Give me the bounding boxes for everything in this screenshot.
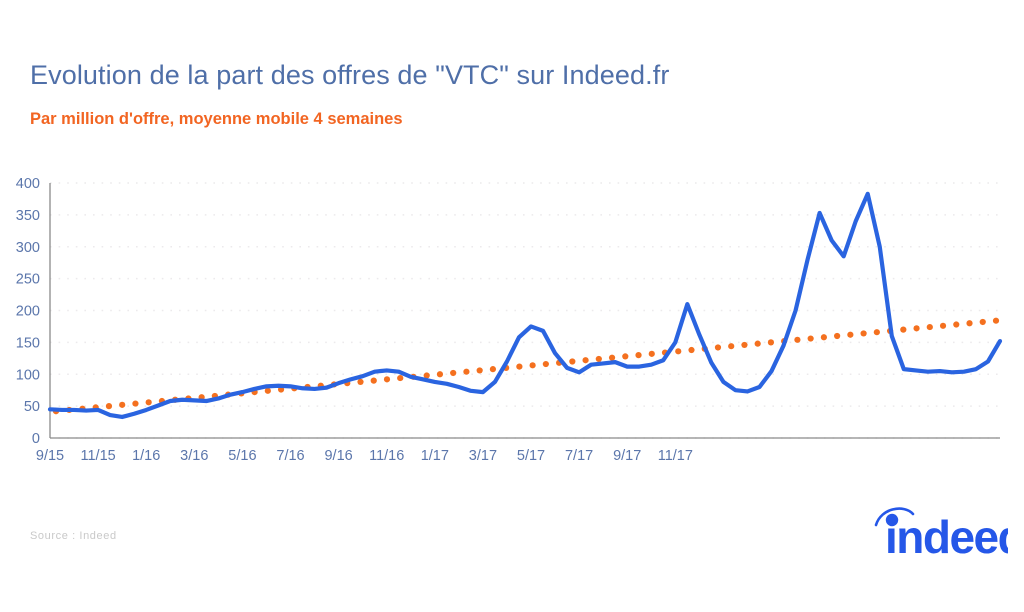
y-axis-tick-label: 50: [24, 399, 40, 415]
chart-subtitle: Par million d'offre, moyenne mobile 4 se…: [30, 110, 403, 128]
x-axis-tick-label: 9/15: [36, 448, 64, 464]
trendline-dot: [807, 335, 814, 342]
trendline-dot: [979, 318, 986, 326]
trendline-dot: [489, 366, 497, 373]
trendline-dot: [397, 374, 404, 382]
chart-axes: [49, 183, 1000, 439]
line-chart-svg: 0 50 100 150 200 250 300 350 400 9/15 11/15 1/16 3/…: [16, 176, 1003, 464]
x-axis-tick-label: 11/15: [80, 448, 115, 464]
trendline-dot: [463, 368, 470, 375]
trendline-dot: [767, 339, 775, 346]
x-axis-tick-label: 1/16: [132, 448, 160, 464]
y-axis-tick-label: 350: [16, 208, 40, 224]
y-axis-tick-label: 400: [16, 176, 40, 192]
x-axis-tick-label: 11/16: [369, 448, 404, 464]
y-axis-tick-label: 0: [32, 431, 40, 447]
x-axis-tick-label: 5/16: [228, 448, 256, 464]
trendline-dot: [714, 344, 722, 351]
vtc-share-line-series: [47, 191, 1003, 420]
chart-x-axis-labels: 9/15 11/15 1/16 3/16 5/16 7/16 9/16 11/16 1/17 3/…: [36, 448, 693, 464]
chart-y-axis-labels: 0 50 100 150 200 250 300 350 400: [16, 176, 40, 447]
trendline-dot: [145, 399, 152, 406]
x-axis-tick-label: 7/16: [276, 448, 304, 464]
indeed-logo: indeed: [874, 507, 1008, 555]
x-axis-tick-label: 11/17: [658, 448, 693, 464]
trendline-dot: [966, 320, 973, 327]
trendline-dot: [569, 358, 576, 365]
trendline-dot: [635, 352, 642, 359]
trendline-dot: [741, 341, 748, 349]
y-axis-tick-label: 250: [16, 272, 40, 288]
trendline-dot: [953, 321, 960, 328]
trendline-dot: [992, 317, 1000, 324]
trendline-dot: [754, 340, 761, 347]
trendline-dot: [913, 325, 920, 332]
trendline-dot: [860, 330, 867, 337]
trendline-dot: [847, 331, 854, 338]
trendline-dot: [648, 350, 655, 357]
trendline-dot: [728, 343, 735, 350]
x-axis-tick-label: 3/17: [469, 448, 497, 464]
x-axis-tick-label: 7/17: [565, 448, 593, 464]
trendline-dot: [794, 336, 801, 343]
trendline-dot: [119, 401, 126, 408]
trendline-dot: [688, 346, 695, 354]
x-axis-tick-label: 3/16: [180, 448, 208, 464]
trendline-dot: [105, 403, 113, 410]
trendline-dot: [264, 387, 271, 394]
trendline-dot: [542, 360, 549, 368]
trendline-dot: [436, 371, 444, 378]
trendline-dot: [873, 329, 880, 336]
trendline-dot: [476, 367, 483, 374]
y-axis-tick-label: 150: [16, 335, 40, 351]
chart-plot-area: 0 50 100 150 200 250 300 350 400 9/15 11/15 1/16 3/…: [0, 165, 1024, 465]
x-axis-tick-label: 5/17: [517, 448, 545, 464]
trendline-dot: [622, 353, 629, 360]
svg-text:indeed: indeed: [885, 511, 1008, 555]
trendline-dot: [900, 326, 907, 333]
y-axis-tick-label: 200: [16, 304, 40, 320]
trendline-dot: [675, 348, 682, 355]
trendline-dot: [939, 322, 947, 329]
trendline-dot: [132, 400, 139, 407]
trendline-dot: [820, 334, 827, 341]
source-note: Source : Indeed: [30, 530, 117, 542]
trendline-dot: [383, 376, 391, 383]
trendline-dot: [608, 354, 616, 361]
trendline-dot: [423, 372, 430, 379]
trendline-dot: [926, 323, 933, 331]
y-axis-tick-label: 300: [16, 240, 40, 256]
x-axis-tick-label: 9/16: [324, 448, 352, 464]
page-title: Evolution de la part des offres de "VTC"…: [30, 60, 670, 90]
x-axis-tick-label: 1/17: [421, 448, 449, 464]
trendline-dot: [834, 332, 841, 340]
trendline-dot: [370, 377, 377, 384]
trendline-dot: [595, 355, 602, 363]
trendline-dot: [529, 362, 536, 369]
trendline-dot: [516, 363, 523, 370]
trendline-dot: [450, 369, 457, 377]
trendline-dot: [582, 357, 589, 364]
trendline-dot: [357, 378, 364, 385]
y-axis-tick-label: 100: [16, 367, 40, 383]
x-axis-tick-label: 9/17: [613, 448, 641, 464]
